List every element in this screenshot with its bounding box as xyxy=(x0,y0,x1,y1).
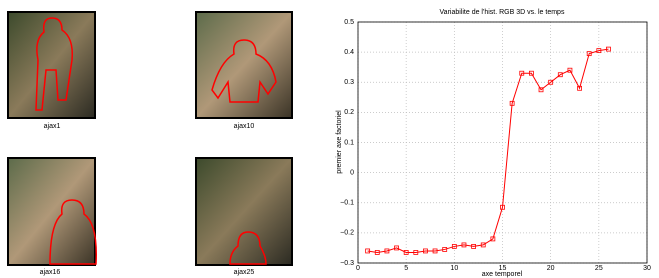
y-tick-label: 0.3 xyxy=(344,79,354,86)
x-tick-label: 10 xyxy=(450,265,458,272)
image-label: ajax16 xyxy=(40,269,61,276)
y-tick-label: 0.5 xyxy=(344,19,354,26)
y-tick-label: 0.2 xyxy=(344,109,354,116)
y-axis-label: premier axe factoriel xyxy=(336,110,343,174)
y-tick-label: −0.3 xyxy=(340,260,354,267)
thumbnails: ajax1 ajax10 ajax16 ajax25 xyxy=(8,12,292,276)
x-axis-label: axe temporel xyxy=(482,271,523,278)
page: ajax1 ajax10 ajax16 ajax25 Variabilite d… xyxy=(0,0,659,278)
thumbnail xyxy=(196,158,292,265)
x-tick-label: 20 xyxy=(547,265,555,272)
image-label: ajax25 xyxy=(234,269,255,276)
y-tick-label: 0 xyxy=(350,169,354,176)
chart-title: Variabilite de l'hist. RGB 3D vs. le tem… xyxy=(440,9,565,16)
image-label: ajax1 xyxy=(44,123,61,130)
x-tick-label: 0 xyxy=(356,265,360,272)
y-tick-label: −0.1 xyxy=(340,200,354,207)
y-tick-label: 0.1 xyxy=(344,139,354,146)
x-tick-label: 5 xyxy=(404,265,408,272)
x-tick-label: 15 xyxy=(499,265,507,272)
x-tick-label: 25 xyxy=(595,265,603,272)
thumbnail xyxy=(8,158,95,265)
y-tick-label: −0.2 xyxy=(340,230,354,237)
y-tick-label: 0.4 xyxy=(344,49,354,56)
image-label: ajax10 xyxy=(234,123,255,130)
thumbnail xyxy=(8,12,95,118)
x-tick-label: 30 xyxy=(643,265,651,272)
